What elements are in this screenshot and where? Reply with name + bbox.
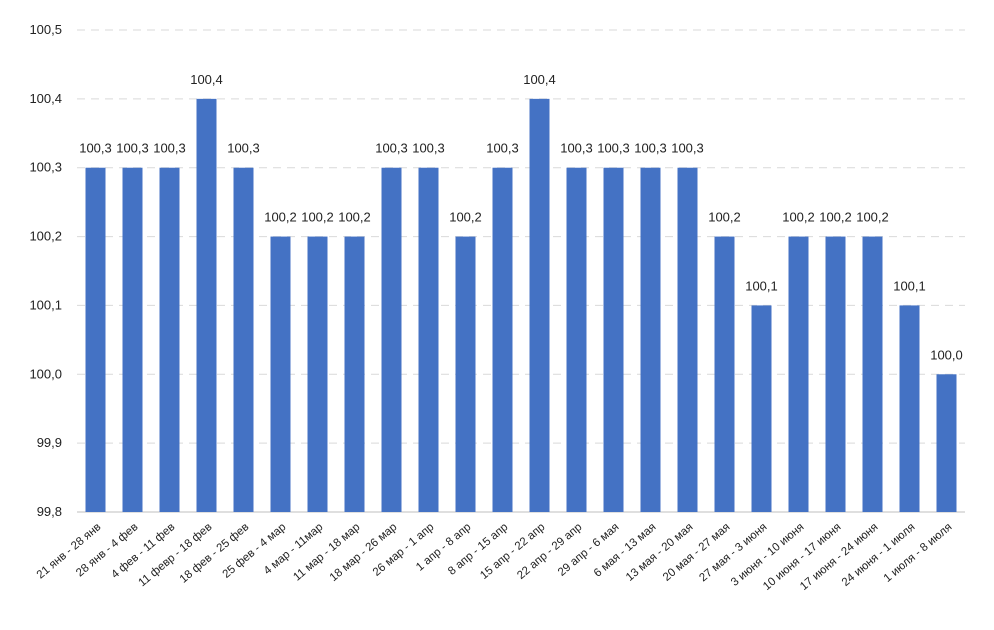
category-label: 11 мар - 18 мар [291, 521, 362, 583]
y-tick-label: 100,3 [29, 160, 62, 175]
data-label: 100,3 [560, 141, 593, 156]
bar [455, 236, 476, 513]
bar [270, 236, 291, 513]
data-label: 100,4 [190, 72, 223, 87]
y-tick-label: 100,4 [29, 91, 62, 106]
data-label: 100,3 [634, 141, 667, 156]
bar [307, 236, 328, 513]
bar [159, 167, 180, 512]
data-label: 100,2 [449, 210, 482, 225]
bar [862, 236, 883, 513]
data-label: 100,3 [597, 141, 630, 156]
bar [344, 236, 365, 513]
data-label: 100,4 [523, 72, 556, 87]
data-label: 100,2 [264, 210, 297, 225]
category-label: 18 фев - 25 фев [178, 521, 252, 586]
data-label: 100,3 [375, 141, 408, 156]
category-label: 4 фев - 11 фев [109, 521, 177, 581]
bar [603, 167, 624, 512]
y-tick-label: 99,9 [37, 435, 62, 450]
data-label: 100,3 [116, 141, 149, 156]
category-label: 22 апр - 29 апр [515, 521, 584, 582]
bar [85, 167, 106, 512]
bar [640, 167, 661, 512]
data-label: 100,2 [856, 210, 889, 225]
gridlines [77, 29, 965, 513]
data-label: 100,2 [301, 210, 334, 225]
data-label: 100,0 [930, 347, 963, 362]
data-label: 100,2 [338, 210, 371, 225]
data-labels: 100,3 100,3 100,3 100,4 100,3 100,2 100,2 100,2… [79, 72, 963, 362]
category-label: 1 июля - 8 июля [882, 521, 955, 585]
bar [418, 167, 439, 512]
y-tick-label: 100,0 [29, 366, 62, 381]
data-label: 100,3 [412, 141, 445, 156]
bar [677, 167, 698, 512]
category-label: 21 янв - 28 янв [35, 521, 104, 581]
y-tick-label: 99,8 [37, 504, 62, 519]
bar [233, 167, 254, 512]
bar [122, 167, 143, 512]
bar [751, 305, 772, 512]
bar [788, 236, 809, 513]
category-label: 25 фев - 4 мар [221, 521, 289, 581]
bar [196, 98, 217, 512]
data-label: 100,1 [893, 278, 926, 293]
data-label: 100,3 [153, 141, 186, 156]
data-label: 100,2 [782, 210, 815, 225]
data-label: 100,3 [486, 141, 519, 156]
y-tick-label: 100,5 [29, 22, 62, 37]
bar [899, 305, 920, 512]
data-label: 100,2 [819, 210, 852, 225]
y-axis-ticks: 99,8 99,9 100,0 100,1 100,2 100,3 100,4 100,5 [29, 22, 62, 519]
bar [825, 236, 846, 513]
bar [381, 167, 402, 512]
data-label: 100,1 [745, 278, 778, 293]
category-label: 15 апр - 22 апр [478, 521, 547, 582]
data-label: 100,3 [227, 141, 260, 156]
data-label: 100,3 [79, 141, 112, 156]
data-label: 100,2 [708, 210, 741, 225]
bar [492, 167, 513, 512]
bar [714, 236, 735, 513]
y-tick-label: 100,2 [29, 229, 62, 244]
category-label: 18 мар - 26 мар [328, 521, 400, 584]
bar [566, 167, 587, 512]
bar [936, 374, 957, 512]
data-label: 100,3 [671, 141, 704, 156]
y-tick-label: 100,1 [29, 297, 62, 312]
bars [85, 98, 957, 513]
bar [529, 98, 550, 512]
